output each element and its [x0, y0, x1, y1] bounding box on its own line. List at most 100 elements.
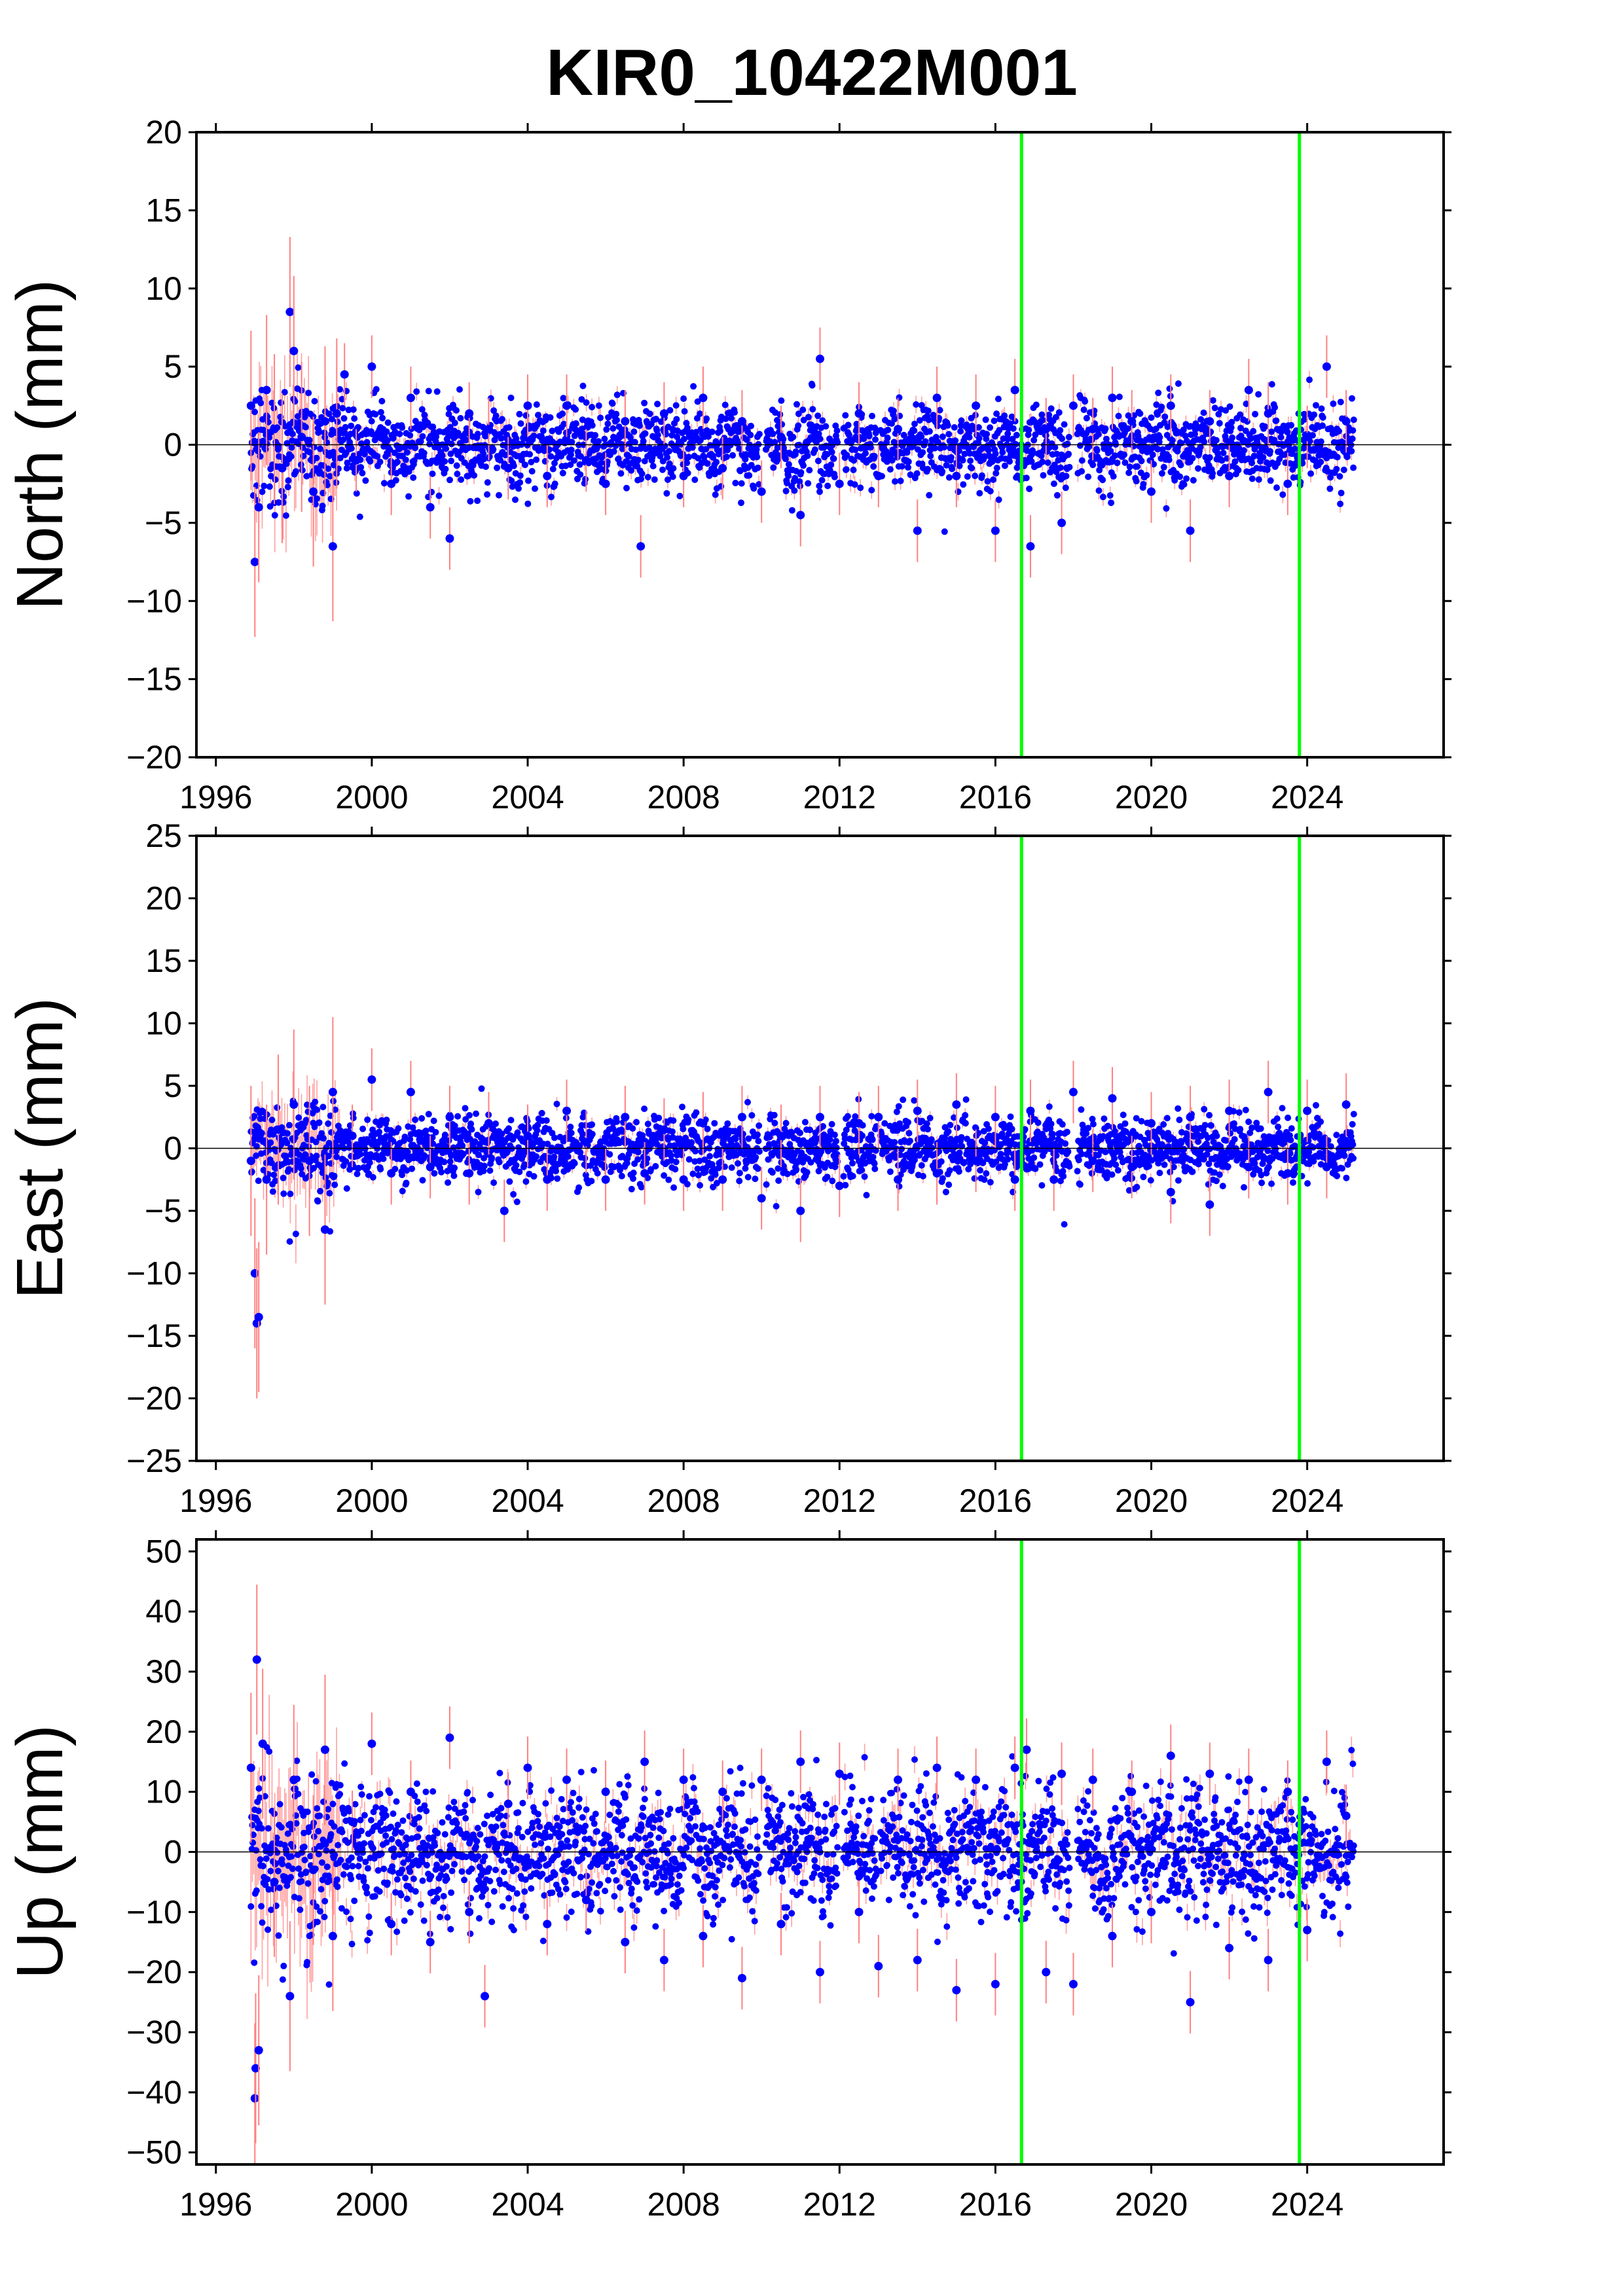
daily-position-point	[742, 456, 749, 463]
daily-position-point	[1182, 433, 1189, 440]
daily-position-point	[739, 1130, 746, 1138]
daily-position-point	[285, 1166, 293, 1173]
daily-position-point	[295, 1114, 302, 1121]
daily-position-point	[625, 453, 632, 460]
daily-position-point	[934, 439, 941, 446]
data-point	[1147, 1119, 1156, 1128]
data-point	[737, 417, 746, 426]
daily-position-point	[1201, 439, 1208, 446]
data-point	[465, 1169, 474, 1178]
daily-position-point	[1205, 1160, 1213, 1168]
daily-position-point	[1112, 1161, 1120, 1168]
daily-position-point	[964, 473, 971, 480]
daily-position-point	[654, 401, 661, 408]
data-point	[601, 1175, 610, 1184]
daily-position-point	[453, 462, 460, 469]
daily-position-point	[490, 1179, 498, 1186]
daily-position-point	[630, 428, 638, 435]
daily-position-point	[312, 1138, 319, 1145]
daily-position-point	[579, 416, 586, 423]
data-point	[874, 1113, 883, 1122]
daily-position-point	[1145, 1162, 1152, 1170]
daily-position-point	[898, 1145, 905, 1153]
data-point	[465, 409, 474, 418]
daily-position-point	[1159, 446, 1166, 453]
daily-position-point	[708, 428, 716, 435]
daily-position-point	[377, 408, 384, 416]
daily-position-point	[918, 1162, 925, 1169]
daily-position-point	[317, 1187, 324, 1194]
data-point	[1303, 1106, 1312, 1115]
daily-position-point	[317, 445, 324, 452]
daily-position-point	[944, 422, 951, 429]
daily-position-point	[1029, 1147, 1036, 1154]
daily-position-point	[505, 1125, 512, 1132]
daily-position-point	[402, 456, 409, 463]
daily-position-point	[841, 1135, 848, 1142]
daily-position-point	[951, 424, 958, 431]
daily-position-point	[510, 1191, 517, 1198]
daily-position-point	[350, 406, 357, 413]
daily-position-point	[952, 437, 959, 444]
daily-position-point	[752, 1154, 759, 1161]
daily-position-point	[534, 1127, 541, 1134]
daily-position-point	[1111, 452, 1118, 459]
daily-position-point	[784, 1170, 791, 1177]
daily-position-point	[748, 1112, 756, 1119]
daily-position-point	[1245, 1119, 1252, 1125]
daily-position-point	[947, 454, 955, 461]
daily-position-point	[826, 467, 833, 474]
daily-position-point	[981, 1139, 989, 1147]
daily-position-point	[900, 1096, 907, 1103]
daily-position-point	[310, 1164, 318, 1172]
data-point	[246, 401, 255, 410]
daily-position-point	[1311, 411, 1318, 418]
daily-position-point	[706, 1153, 714, 1160]
daily-position-point	[680, 1126, 687, 1132]
daily-position-point	[619, 1128, 627, 1135]
daily-position-point	[1201, 1105, 1208, 1113]
daily-position-point	[1229, 434, 1236, 441]
daily-position-point	[1264, 466, 1271, 473]
daily-position-point	[372, 411, 379, 418]
data-point	[254, 1312, 263, 1321]
daily-position-point	[830, 455, 837, 462]
daily-position-point	[568, 439, 575, 446]
daily-position-point	[524, 500, 532, 507]
daily-position-point	[647, 1166, 655, 1173]
daily-position-point	[435, 492, 443, 499]
daily-position-point	[831, 473, 838, 480]
daily-position-point	[785, 461, 792, 468]
daily-position-point	[306, 449, 314, 456]
daily-position-point	[462, 1105, 469, 1112]
daily-position-point	[1176, 473, 1184, 480]
daily-position-point	[628, 1185, 635, 1193]
daily-position-point	[886, 1122, 894, 1130]
daily-position-point	[1281, 1157, 1288, 1164]
data-point	[1108, 1094, 1117, 1103]
daily-position-point	[606, 1151, 613, 1158]
y-tick-label: −25	[126, 1443, 182, 1479]
daily-position-point	[1171, 476, 1178, 484]
daily-position-point	[613, 416, 620, 423]
daily-position-point	[1156, 1170, 1163, 1177]
data-point	[991, 1113, 1000, 1122]
daily-position-point	[447, 423, 454, 431]
daily-position-point	[1103, 435, 1110, 442]
daily-position-point	[422, 1153, 429, 1160]
daily-position-point	[1350, 464, 1357, 471]
daily-position-point	[784, 480, 790, 486]
daily-position-point	[600, 1155, 607, 1161]
daily-position-point	[625, 1151, 632, 1158]
daily-position-point	[588, 1177, 595, 1185]
daily-position-point	[1063, 1128, 1070, 1136]
daily-position-point	[638, 1141, 645, 1149]
daily-position-point	[897, 477, 904, 484]
daily-position-point	[399, 424, 406, 431]
daily-position-point	[450, 1144, 457, 1151]
daily-position-point	[1349, 1121, 1356, 1128]
daily-position-point	[958, 1134, 965, 1141]
daily-position-point	[287, 453, 295, 460]
daily-position-point	[801, 1119, 809, 1126]
daily-position-point	[892, 478, 898, 485]
